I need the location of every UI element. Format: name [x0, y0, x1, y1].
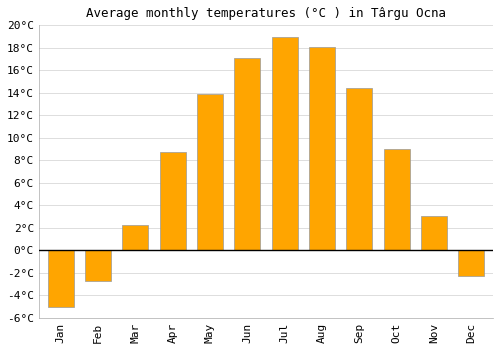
Bar [272, 36, 297, 250]
Bar [346, 88, 372, 250]
Bar [309, 47, 335, 250]
Bar [122, 224, 148, 250]
Bar [234, 58, 260, 250]
Title: Average monthly temperatures (°C ) in Târgu Ocna: Average monthly temperatures (°C ) in Tâ… [86, 7, 446, 20]
Bar [197, 94, 223, 250]
Bar [160, 153, 186, 250]
Bar [48, 250, 74, 307]
Bar [384, 149, 409, 250]
Bar [85, 250, 111, 281]
Bar [458, 250, 484, 276]
Bar [421, 216, 447, 250]
